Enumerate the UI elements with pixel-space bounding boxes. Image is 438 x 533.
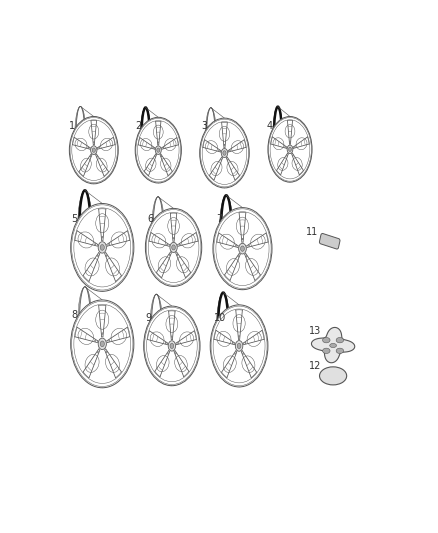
- Ellipse shape: [170, 243, 177, 253]
- Text: 12: 12: [309, 361, 321, 371]
- Ellipse shape: [285, 146, 286, 148]
- Ellipse shape: [248, 245, 250, 246]
- Ellipse shape: [224, 144, 225, 146]
- Ellipse shape: [155, 146, 161, 155]
- Ellipse shape: [177, 254, 178, 256]
- Ellipse shape: [97, 156, 98, 157]
- Ellipse shape: [167, 244, 168, 245]
- Ellipse shape: [234, 353, 236, 354]
- Ellipse shape: [99, 147, 100, 148]
- Text: 7: 7: [216, 214, 222, 224]
- Ellipse shape: [223, 151, 226, 155]
- Ellipse shape: [322, 348, 330, 353]
- Text: 13: 13: [309, 326, 321, 336]
- Text: 5: 5: [71, 214, 77, 224]
- Text: JEEP: JEEP: [328, 374, 338, 378]
- Ellipse shape: [177, 342, 179, 344]
- Ellipse shape: [238, 256, 239, 257]
- Ellipse shape: [240, 246, 244, 252]
- Text: 3: 3: [201, 122, 208, 131]
- Ellipse shape: [106, 351, 107, 353]
- Text: 2: 2: [135, 122, 141, 131]
- Ellipse shape: [330, 343, 336, 348]
- Ellipse shape: [90, 156, 91, 157]
- Ellipse shape: [92, 148, 95, 152]
- Ellipse shape: [286, 155, 287, 156]
- Ellipse shape: [172, 245, 175, 250]
- Ellipse shape: [243, 353, 244, 354]
- Ellipse shape: [109, 340, 110, 342]
- Ellipse shape: [109, 244, 110, 245]
- Ellipse shape: [268, 117, 312, 182]
- Ellipse shape: [135, 117, 181, 183]
- Ellipse shape: [336, 348, 344, 353]
- Ellipse shape: [95, 244, 96, 245]
- Ellipse shape: [153, 147, 154, 148]
- Ellipse shape: [97, 351, 99, 353]
- Text: 1: 1: [69, 122, 75, 131]
- Ellipse shape: [91, 146, 97, 155]
- Ellipse shape: [100, 245, 104, 251]
- Ellipse shape: [95, 340, 96, 342]
- Text: 8: 8: [71, 310, 77, 320]
- Text: 10: 10: [214, 312, 226, 322]
- Ellipse shape: [239, 243, 246, 254]
- Ellipse shape: [100, 341, 104, 346]
- Ellipse shape: [287, 145, 293, 154]
- Ellipse shape: [98, 338, 106, 350]
- Ellipse shape: [242, 238, 243, 240]
- Ellipse shape: [98, 241, 106, 253]
- Ellipse shape: [320, 367, 346, 385]
- Ellipse shape: [322, 337, 330, 343]
- Ellipse shape: [179, 244, 180, 245]
- Ellipse shape: [171, 336, 173, 337]
- Ellipse shape: [144, 306, 200, 386]
- Polygon shape: [311, 327, 355, 363]
- Ellipse shape: [210, 305, 268, 387]
- Text: 9: 9: [146, 312, 152, 322]
- Ellipse shape: [246, 256, 247, 257]
- Ellipse shape: [237, 343, 241, 349]
- Ellipse shape: [102, 236, 103, 238]
- Ellipse shape: [235, 341, 243, 351]
- Ellipse shape: [227, 159, 228, 160]
- Ellipse shape: [158, 142, 159, 143]
- Ellipse shape: [71, 204, 134, 292]
- Ellipse shape: [97, 255, 99, 256]
- Ellipse shape: [221, 149, 228, 158]
- Ellipse shape: [169, 254, 170, 256]
- Ellipse shape: [106, 255, 107, 256]
- Ellipse shape: [200, 118, 249, 188]
- Ellipse shape: [170, 343, 174, 349]
- Ellipse shape: [163, 147, 164, 148]
- Ellipse shape: [161, 156, 162, 157]
- Ellipse shape: [173, 238, 174, 239]
- Ellipse shape: [167, 353, 169, 354]
- Ellipse shape: [88, 147, 89, 148]
- Ellipse shape: [213, 207, 272, 290]
- Ellipse shape: [294, 146, 295, 148]
- Ellipse shape: [221, 159, 222, 160]
- Ellipse shape: [245, 342, 246, 344]
- Text: 4: 4: [267, 122, 273, 131]
- Ellipse shape: [239, 335, 240, 337]
- Ellipse shape: [289, 147, 291, 151]
- Ellipse shape: [336, 337, 344, 343]
- Ellipse shape: [93, 142, 94, 143]
- Ellipse shape: [71, 300, 134, 388]
- Ellipse shape: [165, 342, 166, 344]
- Ellipse shape: [69, 117, 118, 184]
- Ellipse shape: [145, 208, 202, 286]
- Ellipse shape: [168, 341, 176, 351]
- FancyBboxPatch shape: [319, 233, 340, 249]
- Ellipse shape: [235, 245, 237, 246]
- Ellipse shape: [232, 342, 233, 344]
- Ellipse shape: [175, 353, 177, 354]
- Ellipse shape: [102, 333, 103, 335]
- Ellipse shape: [157, 148, 160, 152]
- Text: 11: 11: [306, 227, 318, 237]
- Text: 6: 6: [148, 214, 154, 224]
